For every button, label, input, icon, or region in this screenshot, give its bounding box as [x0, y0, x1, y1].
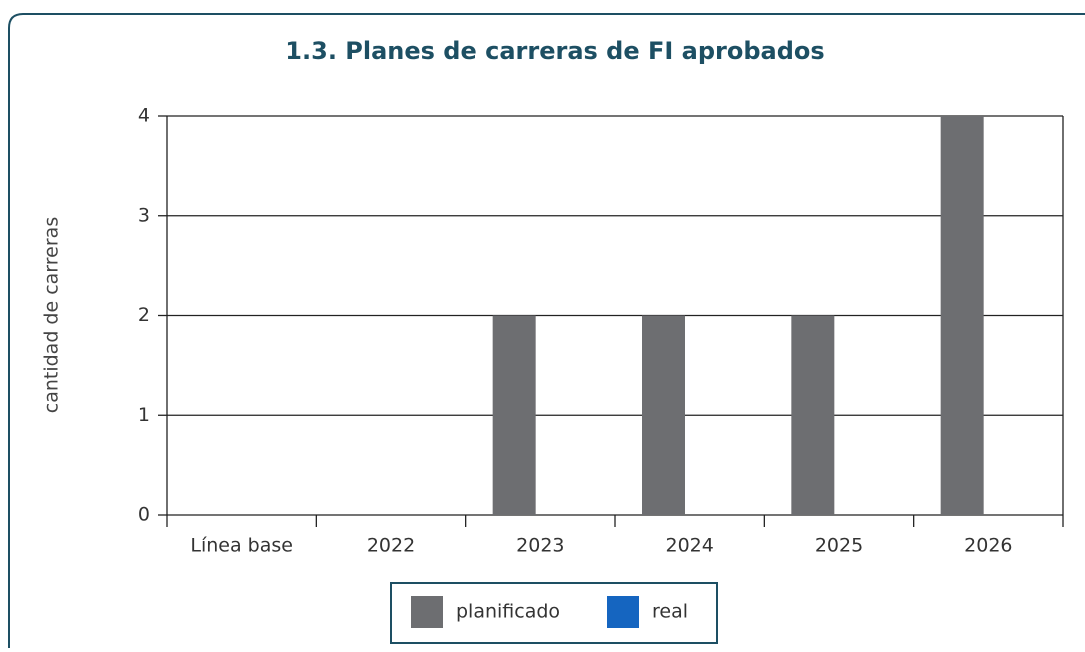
bar — [940, 116, 984, 515]
y-tick-label: 4 — [138, 105, 150, 127]
y-tick-label: 0 — [138, 504, 150, 526]
y-tick-label: 3 — [138, 204, 150, 226]
y-tick-label: 1 — [138, 404, 150, 426]
chart-title: 1.3. Planes de carreras de FI aprobados — [285, 37, 824, 65]
x-tick-label: 2023 — [516, 535, 564, 557]
card-border — [8, 13, 1085, 648]
legend-swatch — [607, 596, 639, 628]
y-axis-label: cantidad de carreras — [41, 217, 63, 413]
legend-swatch — [411, 596, 443, 628]
legend-box — [390, 582, 718, 644]
y-tick-label: 2 — [138, 304, 150, 326]
bar — [791, 315, 835, 515]
bar — [492, 315, 536, 515]
bar — [642, 315, 685, 515]
legend-label: real — [652, 601, 688, 623]
x-tick-label: 2026 — [964, 535, 1012, 557]
x-tick-label: 2022 — [367, 535, 415, 557]
x-tick-label: 2024 — [665, 535, 713, 557]
legend-label: planificado — [456, 601, 560, 623]
x-tick-label: Línea base — [190, 535, 293, 557]
x-tick-label: 2025 — [815, 535, 863, 557]
